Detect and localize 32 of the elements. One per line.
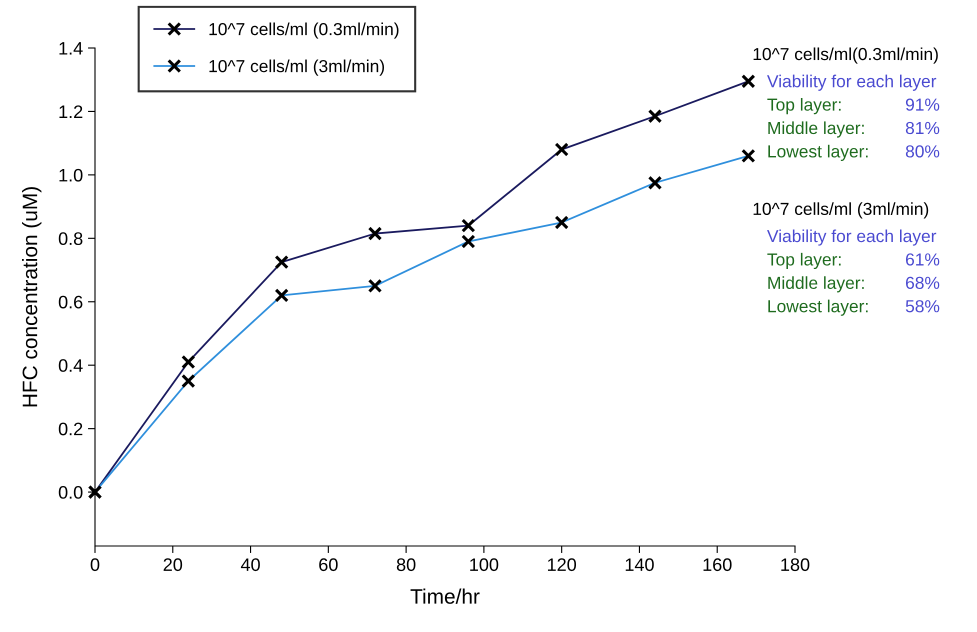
text: Top layer: 61%	[767, 252, 940, 270]
annotation: 10^7 cells/ml(0.3ml/min)	[754, 47, 938, 64]
x-axis-title: Time/hr	[410, 588, 480, 604]
text: Middle layer: 81%	[768, 121, 940, 138]
y-tick-label: 0.4	[58, 359, 83, 372]
x-tick-label: 80	[396, 558, 416, 572]
y-tick-label: 0.6	[58, 296, 82, 308]
x-tick-label: 0	[90, 558, 100, 572]
legend-label: 10^7 cells/ml (3ml/min)	[209, 60, 384, 76]
x-tick-label: 60	[319, 558, 338, 572]
x-tick-label: 180	[781, 558, 810, 572]
y-axis-title: HFC concentration (uM)	[22, 187, 42, 406]
annotation: Viability for each layer	[767, 74, 936, 91]
y-tick-label: 1.4	[59, 42, 83, 55]
text: Lowest layer: 58%	[768, 300, 940, 316]
x-tick-label: 120	[548, 558, 576, 572]
annotation: Viability for each layer	[767, 229, 936, 246]
y-tick-label: 0.0	[58, 486, 82, 499]
x-tick-label: 40	[240, 558, 260, 572]
y-tick-label: 0.8	[58, 232, 82, 246]
text: Lowest layer: 80%	[768, 144, 940, 161]
x-tick-label: 100	[470, 558, 498, 572]
x-tick-label: 140	[626, 558, 654, 572]
annotation: 10^7 cells/ml (3ml/min)	[754, 202, 928, 218]
text: Middle layer: 68%	[768, 276, 940, 292]
text: Top layer: 91%	[767, 98, 940, 114]
y-tick-label: 0.2	[58, 422, 82, 436]
y-tick-label: 1.0	[59, 168, 82, 182]
x-tick-label: 20	[164, 558, 182, 572]
y-tick-label: 1.2	[59, 105, 82, 118]
x-tick-label: 160	[704, 558, 732, 572]
legend-label: 10^7 cells/ml (0.3ml/min)	[209, 22, 398, 39]
